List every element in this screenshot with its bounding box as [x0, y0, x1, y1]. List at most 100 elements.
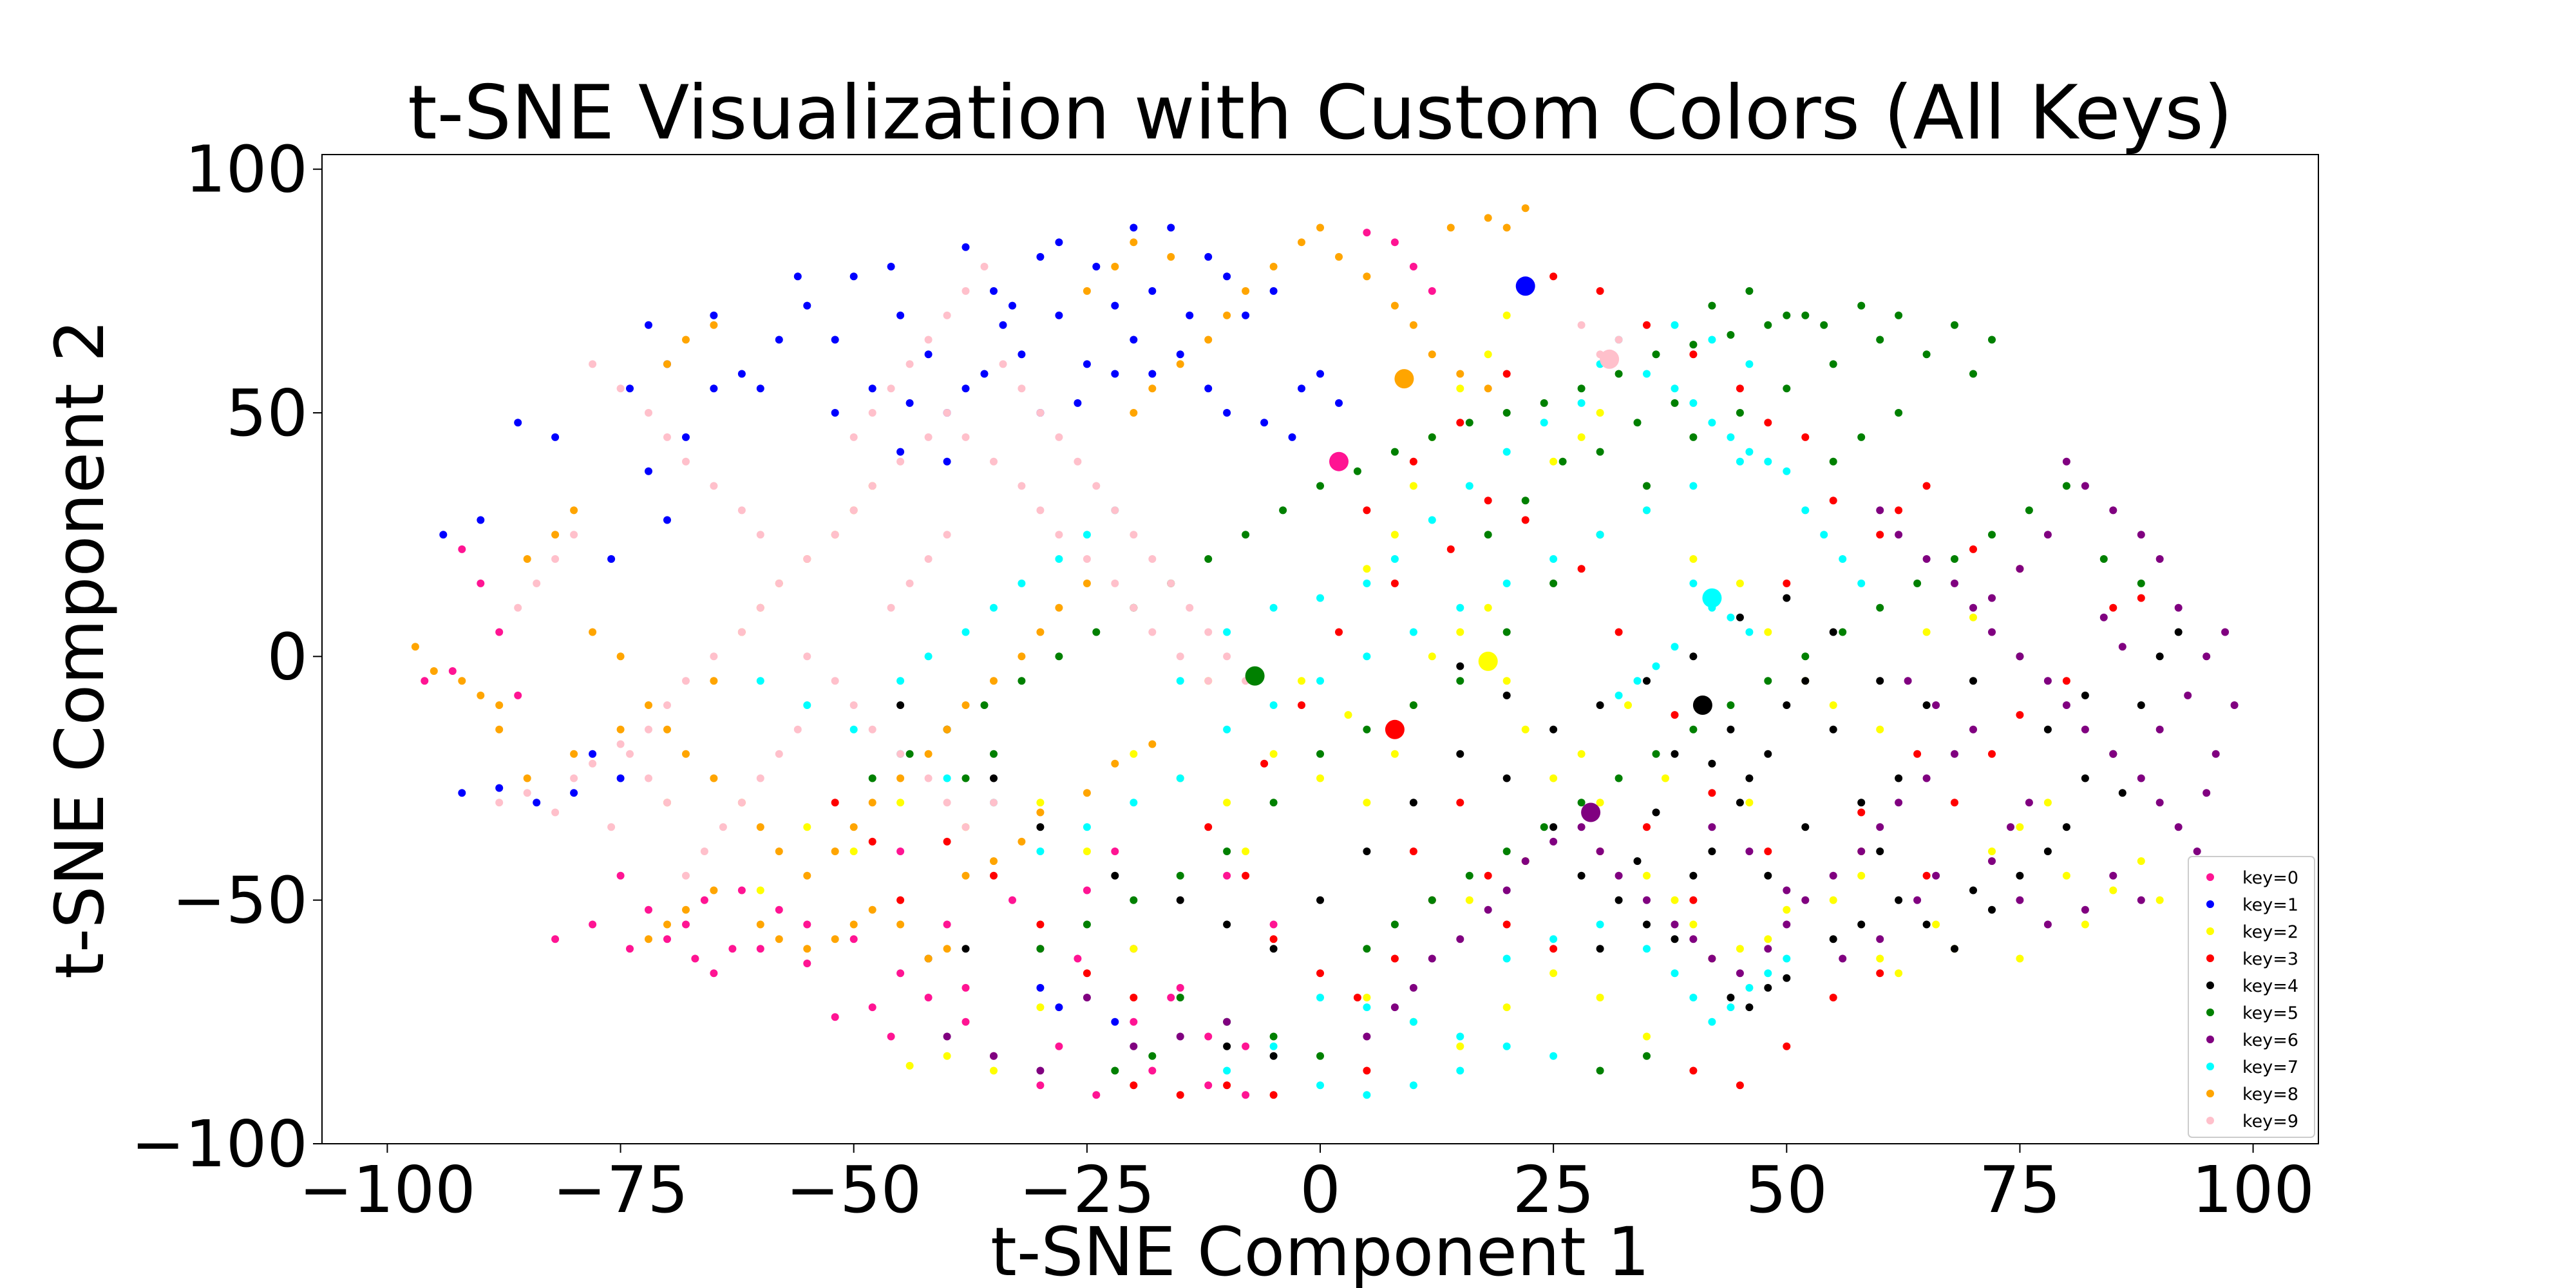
point-key-5: [1484, 531, 1492, 539]
point-key-8: [616, 725, 625, 734]
point-key-6: [1829, 871, 1837, 880]
point-key-7: [1223, 725, 1231, 734]
point-key-6: [1895, 531, 1903, 539]
point-key-2: [1363, 799, 1371, 807]
point-key-4: [1456, 662, 1464, 670]
point-key-0: [1130, 1018, 1138, 1026]
point-key-3: [1363, 1066, 1371, 1075]
point-key-8: [1428, 350, 1436, 359]
point-key-3: [1689, 896, 1698, 904]
point-key-7: [1428, 516, 1436, 524]
point-key-6: [1764, 945, 1772, 953]
x-tick-label: 50: [1746, 1152, 1828, 1227]
point-key-9: [1130, 531, 1138, 539]
point-key-5: [2099, 555, 2108, 563]
point-key-5: [1922, 350, 1931, 359]
point-key-9: [1186, 603, 1194, 612]
point-key-5: [1577, 384, 1586, 393]
point-key-2: [1736, 579, 1744, 587]
point-key-7: [1409, 628, 1417, 636]
point-key-6: [1969, 725, 1977, 734]
point-key-3: [1922, 871, 1931, 880]
point-key-6: [2137, 531, 2145, 539]
point-key-9: [682, 677, 690, 685]
point-key-9: [1130, 603, 1138, 612]
point-key-5: [1895, 311, 1903, 319]
point-key-2: [905, 1061, 914, 1070]
point-key-0: [803, 920, 811, 929]
point-key-3: [1764, 419, 1772, 427]
point-key-3: [1615, 628, 1623, 636]
point-key-9: [868, 482, 876, 490]
point-key-6: [1876, 506, 1884, 515]
point-key-8: [1521, 204, 1530, 213]
point-key-3: [1969, 545, 1977, 553]
point-key-0: [1092, 1091, 1101, 1099]
point-key-2: [1549, 969, 1558, 978]
point-key-0: [626, 945, 634, 953]
point-key-1: [1055, 238, 1063, 247]
point-key-3: [1446, 545, 1455, 553]
point-key-0: [1074, 954, 1082, 963]
point-key-2: [1223, 799, 1231, 807]
point-key-7: [1745, 983, 1754, 992]
point-key-3: [1951, 799, 1958, 807]
point-key-2: [803, 823, 811, 831]
point-key-4: [2016, 871, 2024, 880]
point-key-1: [710, 384, 718, 393]
point-key-2: [2109, 886, 2117, 895]
point-key-8: [1269, 263, 1278, 270]
point-key-4: [1764, 871, 1772, 880]
point-key-4: [2043, 848, 2052, 855]
point-key-5: [2137, 579, 2145, 587]
point-key-3: [2016, 711, 2024, 719]
centroid-key-0: [1329, 451, 1349, 471]
point-key-8: [1242, 287, 1250, 295]
point-key-1: [924, 350, 933, 359]
point-key-2: [1269, 750, 1278, 758]
point-key-7: [1176, 774, 1184, 782]
point-key-9: [849, 701, 858, 709]
point-key-7: [943, 774, 951, 782]
x-tick-label: −25: [1019, 1152, 1155, 1227]
point-key-8: [710, 677, 718, 685]
point-key-7: [1363, 579, 1371, 587]
point-key-5: [1204, 555, 1213, 563]
point-key-8: [645, 701, 652, 709]
point-key-9: [1083, 555, 1091, 563]
point-key-9: [710, 482, 718, 490]
legend-label-key-4: key=4: [2242, 976, 2298, 996]
point-key-3: [1242, 871, 1250, 880]
point-key-0: [421, 677, 429, 685]
point-key-3: [1549, 945, 1558, 953]
point-key-9: [626, 750, 634, 758]
point-key-3: [1502, 920, 1511, 929]
point-key-4: [2043, 725, 2052, 734]
point-key-8: [1148, 384, 1157, 393]
point-key-6: [1876, 935, 1884, 943]
point-key-7: [990, 603, 998, 612]
point-key-1: [458, 789, 466, 797]
point-key-6: [2081, 725, 2089, 734]
point-key-3: [896, 896, 905, 904]
point-key-2: [1549, 457, 1558, 466]
point-key-6: [2202, 652, 2211, 661]
point-key-9: [645, 725, 652, 734]
point-key-4: [1783, 701, 1791, 709]
point-key-0: [448, 667, 457, 675]
point-key-9: [924, 555, 933, 563]
point-key-9: [999, 360, 1007, 368]
point-key-8: [1484, 384, 1492, 393]
point-key-3: [1689, 1066, 1698, 1075]
point-key-1: [905, 399, 914, 407]
point-key-8: [990, 857, 998, 866]
point-key-5: [1764, 677, 1772, 685]
point-key-9: [589, 759, 597, 768]
point-key-3: [1269, 1091, 1278, 1099]
point-key-9: [737, 628, 746, 636]
point-key-5: [1596, 1066, 1604, 1075]
point-key-7: [1671, 384, 1679, 393]
point-key-6: [1596, 848, 1604, 855]
point-key-9: [849, 506, 858, 515]
point-key-5: [1829, 360, 1837, 368]
